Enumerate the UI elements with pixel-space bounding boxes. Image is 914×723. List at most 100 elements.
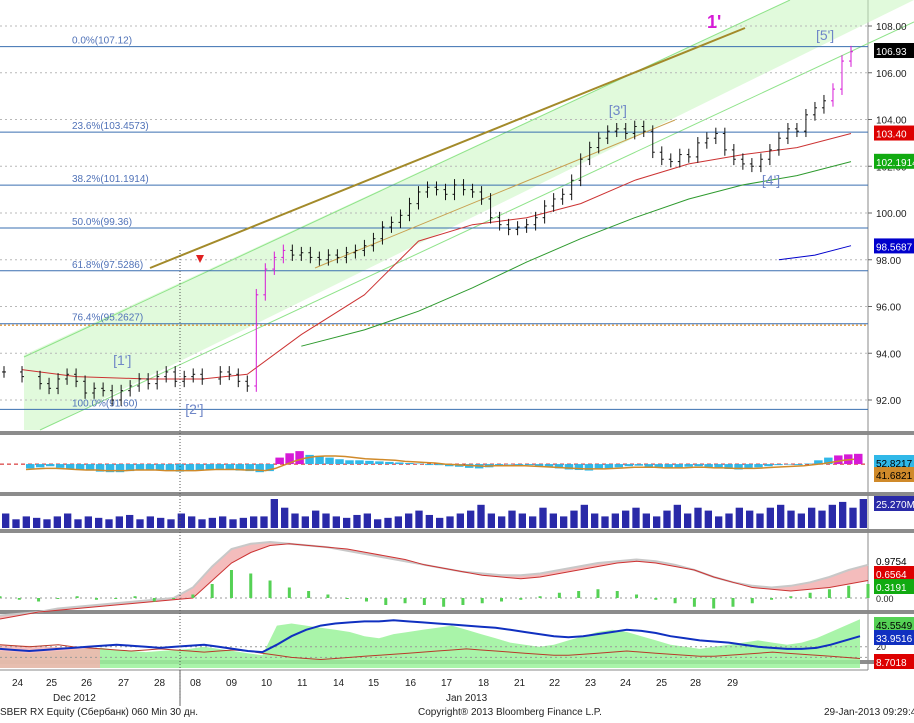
rsi-histogram-bar <box>435 464 444 466</box>
macd-tag-3: 0.3191 <box>876 583 907 594</box>
macd-histogram-bar <box>692 598 696 607</box>
rsi-histogram-bar <box>275 457 284 465</box>
rsi-histogram-bar <box>704 464 713 468</box>
main-trendline <box>149 27 746 269</box>
x-tick-label: 11 <box>297 678 308 689</box>
volume-bar <box>22 516 30 528</box>
rsi-histogram-bar <box>155 464 165 471</box>
volume-bar <box>539 507 547 528</box>
rsi-histogram-bar <box>45 464 55 467</box>
macd-histogram-bar <box>557 592 561 598</box>
volume-bar <box>477 504 485 528</box>
rsi-histogram-bar <box>305 454 314 465</box>
ma-red-tag-bg <box>874 125 914 141</box>
volume-bar <box>64 513 72 528</box>
wave-label: [1'] <box>113 352 131 368</box>
x-tick-label: 25 <box>46 678 58 689</box>
rsi-tag-1: 52.8217 <box>876 459 913 470</box>
rsi-histogram-bar <box>355 460 364 465</box>
rsi-histogram-bar <box>734 464 743 470</box>
rsi-histogram-bar <box>774 464 783 466</box>
rsi-histogram-bar <box>854 453 863 465</box>
rsi-histogram-bar <box>584 464 594 471</box>
volume-bar <box>260 516 268 528</box>
volume-bar <box>549 513 557 528</box>
volume-tag: 25.270M <box>876 500 914 511</box>
rsi-histogram-bar <box>265 464 274 472</box>
macd-histogram-bar <box>191 594 195 598</box>
dmi-green-area <box>0 619 860 668</box>
volume-bar <box>353 514 361 528</box>
volume-bar <box>766 507 774 528</box>
rsi-histogram-bar <box>225 464 234 471</box>
security-label: SBER RX Equity (Сбербанк) 060 Min 30 дн. <box>0 707 198 718</box>
rsi-histogram-bar <box>165 464 175 472</box>
price-tick-label: 92.00 <box>876 396 901 407</box>
macd-histogram-bar <box>17 598 21 600</box>
rsi-histogram-bar <box>185 464 195 472</box>
volume-bar <box>146 516 154 528</box>
rsi-histogram-bar <box>744 464 753 469</box>
fib-label: 23.6%(103.4573) <box>72 121 149 132</box>
volume-bar <box>828 504 836 528</box>
x-tick-label: 27 <box>118 678 130 689</box>
volume-bar <box>43 519 51 528</box>
volume-tag-bg <box>874 496 914 511</box>
volume-bar <box>508 510 516 528</box>
volume-bar <box>12 519 20 528</box>
volume-bar <box>239 517 247 528</box>
macd-tag-1-bg <box>874 553 914 568</box>
rsi-histogram-bar <box>574 464 584 471</box>
dmi-minus-line <box>0 644 861 661</box>
macd-histogram-bar <box>442 598 446 607</box>
x-tick-label: 26 <box>81 678 93 689</box>
wave-label-magenta: 1' <box>707 12 721 32</box>
panel-separator <box>0 431 914 435</box>
ma-green-line <box>301 161 852 347</box>
macd-histogram-bar <box>654 598 658 600</box>
rsi-histogram-bar <box>814 460 823 465</box>
macd-histogram-bar <box>461 598 465 605</box>
volume-bar <box>270 499 278 528</box>
x-tick-label: 24 <box>12 678 24 689</box>
fib-label: 61.8%(97.5286) <box>72 260 143 271</box>
volume-bar <box>797 513 805 528</box>
fib-label: 76.4%(95.2627) <box>72 313 143 324</box>
rsi-histogram-bar <box>395 462 404 465</box>
ma-blue-line <box>778 245 852 261</box>
rsi-histogram-bar <box>295 451 304 465</box>
rsi-histogram-bar <box>664 464 673 469</box>
rsi-histogram-bar <box>544 464 554 468</box>
rsi-histogram-bar <box>135 464 145 471</box>
macd-histogram-bar <box>326 594 330 598</box>
macd-histogram-bar <box>635 594 639 598</box>
macd-histogram-bar <box>37 598 41 602</box>
rsi-histogram-bar <box>514 464 524 466</box>
rsi-histogram-bar <box>415 463 424 465</box>
rsi-histogram-bar <box>315 456 324 465</box>
macd-histogram-bar <box>538 596 542 598</box>
rsi-histogram-bar <box>834 455 843 465</box>
price-tick-label: 96.00 <box>876 303 901 314</box>
macd-tag-2: 0.6564 <box>876 570 907 581</box>
volume-bar <box>622 510 630 528</box>
last-price-tag: 106.93 <box>876 47 907 58</box>
rsi-histogram-bar <box>594 464 604 470</box>
channel-upper-line <box>23 0 791 358</box>
volume-bar <box>177 513 185 528</box>
rsi-signal-line <box>25 455 855 472</box>
volume-bar <box>611 513 619 528</box>
macd-histogram-bar <box>75 596 79 598</box>
dmi-tag-2-bg <box>874 630 914 645</box>
rsi-histogram-bar <box>85 464 95 471</box>
ma-green-tag-bg <box>874 153 914 169</box>
rsi-histogram-bar <box>145 464 155 470</box>
dmi-adx-line <box>0 619 861 654</box>
rsi-histogram-bar <box>654 464 663 468</box>
macd-histogram-bar <box>229 570 233 598</box>
volume-bar <box>84 516 92 528</box>
rsi-histogram-bar <box>534 464 544 467</box>
rsi-histogram-bar <box>694 464 703 467</box>
macd-histogram-bar <box>770 598 774 600</box>
x-tick-label: 09 <box>226 678 238 689</box>
